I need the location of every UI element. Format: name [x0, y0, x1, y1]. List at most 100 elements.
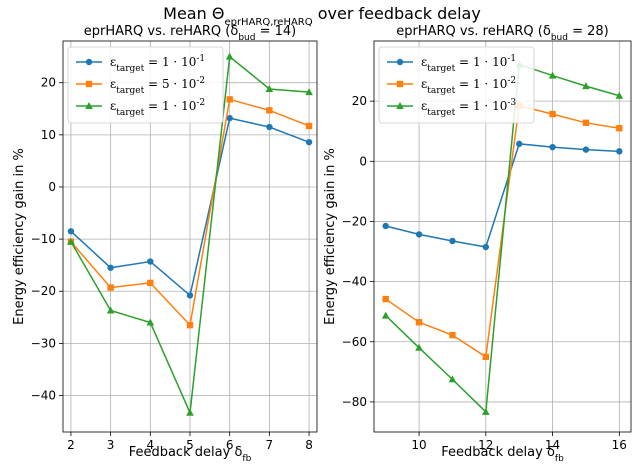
y-tick-label: −80	[342, 395, 367, 409]
legend-box	[67, 46, 224, 124]
legend-marker	[85, 102, 93, 109]
y-tick-label: 20	[41, 76, 56, 90]
legend-label: εtarget = 1 · 10-2	[421, 76, 516, 96]
data-point	[415, 319, 423, 326]
legend-label: εtarget = 1 · 10-3	[421, 98, 516, 118]
data-point	[266, 107, 273, 114]
legend-label: εtarget = 1 · 10-2	[110, 98, 205, 118]
data-point	[147, 279, 154, 287]
x-tick-label: 8	[305, 438, 313, 452]
y-tick-label: 20	[352, 94, 367, 108]
legend-label: εtarget = 1 · 10-1	[421, 54, 516, 74]
chart-title: eprHARQ vs. reHARQ (δbud = 14)	[84, 24, 297, 43]
legend-marker	[396, 58, 404, 66]
data-point	[482, 353, 490, 361]
data-point	[482, 243, 490, 251]
data-point	[106, 306, 115, 314]
data-point	[482, 407, 490, 415]
x-tick-label: 4	[146, 438, 154, 452]
series-polyline	[385, 63, 620, 414]
legend-marker	[396, 80, 404, 88]
y-tick-label: −40	[342, 275, 367, 289]
data-point	[67, 237, 75, 245]
y-tick-label: −40	[31, 389, 56, 403]
data-point	[515, 140, 523, 148]
data-point	[266, 123, 273, 131]
y-axis-label: Energy efficiency gain in %	[323, 148, 338, 325]
x-tick-label: 2	[67, 438, 75, 452]
data-point	[616, 148, 623, 155]
data-point	[186, 408, 194, 416]
data-point	[67, 228, 75, 235]
data-point	[381, 311, 390, 319]
data-point	[226, 114, 233, 122]
y-tick-label: −30	[31, 336, 56, 350]
legend-label: εtarget = 1 · 10-1	[110, 54, 205, 74]
x-axis-label: Feedback delay δfb	[129, 445, 252, 464]
x-tick-label: 10	[411, 438, 426, 452]
data-point	[305, 138, 313, 146]
left-chart-panel: 2 3 4 5 6 7 8 −40 −30 −20 −10 0 10 20 eprHARQ vs. reHA…	[12, 24, 318, 464]
y-tick-label: −60	[342, 335, 367, 349]
legend-marker	[85, 80, 93, 88]
data-point	[225, 52, 234, 60]
data-point	[186, 321, 194, 329]
series-line	[382, 140, 623, 251]
x-tick-label: 16	[612, 438, 627, 452]
x-tick-label: 5	[186, 438, 194, 452]
data-point	[582, 82, 590, 90]
data-point	[146, 318, 155, 326]
figure-title: Mean ΘeprHARQ,reHARQ over feedback delay	[163, 4, 481, 28]
data-point	[549, 110, 556, 118]
data-point	[582, 119, 590, 127]
series-line	[67, 114, 313, 299]
y-tick-label: 0	[359, 154, 367, 168]
data-point	[449, 237, 456, 245]
series-line	[67, 52, 313, 416]
plot-frame	[373, 40, 632, 433]
data-point	[226, 96, 233, 103]
data-point	[305, 122, 313, 130]
x-tick-label: 12	[478, 438, 493, 452]
data-point	[616, 125, 623, 132]
y-axis-label: Energy efficiency gain in %	[12, 148, 27, 325]
x-tick-label: 3	[107, 438, 115, 452]
data-point	[582, 146, 590, 153]
y-tick-label: 10	[41, 128, 56, 142]
x-tick-label: 6	[226, 438, 234, 452]
data-point	[382, 222, 389, 230]
data-point	[186, 292, 194, 299]
y-tick-label: −20	[342, 214, 367, 228]
data-point	[449, 331, 456, 339]
y-tick-label: −10	[31, 232, 56, 246]
data-point	[382, 295, 389, 303]
data-point	[265, 84, 274, 92]
x-tick-label: 7	[266, 438, 274, 452]
right-chart-panel: 10 12 14 16 −80 −60 −40 −20 0 20 eprHARQ vs. reHAR…	[323, 24, 632, 464]
y-tick-label: 0	[48, 180, 56, 194]
data-point	[448, 375, 457, 383]
y-tick-label: −20	[31, 284, 56, 298]
legend-marker	[85, 58, 93, 66]
series-polyline	[385, 143, 620, 248]
data-point	[549, 143, 556, 151]
data-point	[107, 264, 114, 271]
data-point	[615, 91, 624, 99]
data-point	[548, 71, 557, 79]
legend-box	[378, 46, 535, 124]
data-point	[147, 258, 154, 265]
x-axis-label: Feedback delay δfb	[441, 445, 564, 464]
x-tick-label: 14	[545, 438, 560, 452]
data-point	[415, 231, 423, 238]
data-point	[415, 343, 423, 351]
legend-marker	[396, 102, 404, 109]
data-point	[305, 88, 313, 96]
gridlines	[374, 41, 631, 432]
plot-frame	[62, 40, 318, 433]
series-line	[381, 60, 624, 415]
chart-title: eprHARQ vs. reHARQ (δbud = 28)	[396, 24, 609, 43]
data-point	[107, 284, 114, 291]
